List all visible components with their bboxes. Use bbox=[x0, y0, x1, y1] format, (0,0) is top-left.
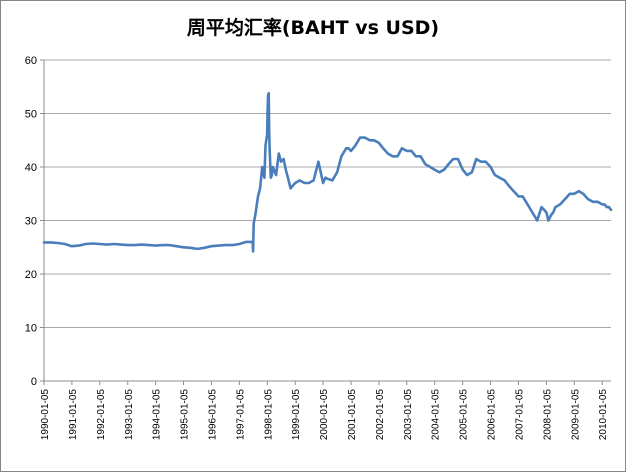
x-tick-label: 2002-01-05 bbox=[375, 389, 386, 441]
x-axis-ticks: 1990-01-05 1991-01-05 1992-01-05 1993-01-05… bbox=[40, 381, 609, 440]
x-tick-label: 2008-01-05 bbox=[542, 389, 553, 441]
x-tick-label: 1995-01-05 bbox=[180, 389, 191, 441]
x-tick-label: 1999-01-05 bbox=[291, 389, 302, 441]
chart-title: 周平均汇率(BAHT vs USD) bbox=[187, 16, 439, 39]
y-tick-label: 0 bbox=[31, 376, 37, 388]
x-tick-label: 2006-01-05 bbox=[487, 389, 498, 441]
x-tick-label: 2010-01-05 bbox=[598, 389, 609, 441]
x-tick-label: 1991-01-05 bbox=[68, 389, 79, 441]
x-tick-label: 2005-01-05 bbox=[459, 389, 470, 441]
y-tick-label: 20 bbox=[25, 269, 37, 281]
x-tick-label: 1994-01-05 bbox=[152, 389, 163, 441]
x-tick-label: 2009-01-05 bbox=[570, 389, 581, 441]
y-axis-ticks: 0 10 20 30 40 50 60 bbox=[25, 55, 44, 388]
x-tick-label: 2007-01-05 bbox=[514, 389, 525, 441]
y-tick-label: 50 bbox=[25, 109, 37, 121]
x-tick-label: 2004-01-05 bbox=[431, 389, 442, 441]
series-layer bbox=[42, 91, 613, 253]
x-tick-label: 1996-01-05 bbox=[207, 389, 218, 441]
gridlines bbox=[44, 59, 611, 328]
x-tick-label: 1990-01-05 bbox=[40, 389, 51, 441]
y-tick-label: 40 bbox=[25, 162, 37, 174]
x-tick-label: 1997-01-05 bbox=[235, 389, 246, 441]
y-tick-label: 60 bbox=[25, 55, 37, 67]
x-tick-label: 2000-01-05 bbox=[319, 389, 330, 441]
series-line-0 bbox=[42, 91, 613, 253]
x-tick-label: 1993-01-05 bbox=[124, 389, 135, 441]
y-tick-label: 10 bbox=[25, 323, 37, 335]
x-tick-label: 2003-01-05 bbox=[403, 389, 414, 441]
x-tick-label: 1992-01-05 bbox=[96, 389, 107, 441]
x-tick-label: 2001-01-05 bbox=[347, 389, 358, 441]
y-tick-label: 30 bbox=[25, 216, 37, 228]
x-tick-label: 1998-01-05 bbox=[263, 389, 274, 441]
